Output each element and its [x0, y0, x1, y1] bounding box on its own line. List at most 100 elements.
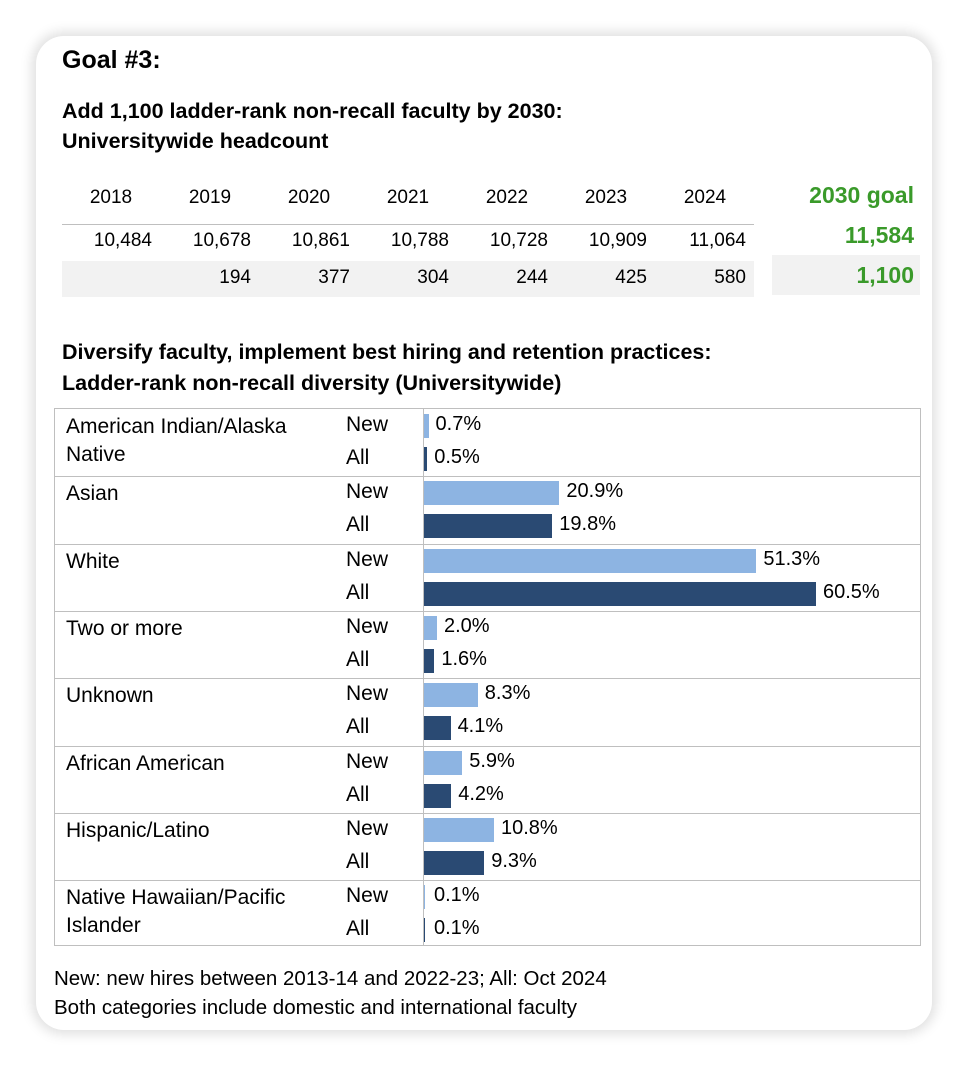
year-header: 2023 [584, 187, 628, 208]
headcount-cell: 10,484 [93, 230, 152, 251]
year-header: 2024 [683, 187, 727, 208]
headcount-cell: 10,909 [588, 230, 647, 251]
goal-label: 2030 goal [809, 182, 914, 208]
bar-value-label: 9.3% [491, 849, 537, 872]
group-divider [55, 880, 920, 882]
headcount-title-line1: Add 1,100 ladder-rank non-recall faculty… [62, 99, 563, 123]
category-label: Asian [66, 480, 119, 508]
category-label-line: Native Hawaiian/Pacific [66, 886, 286, 910]
category-label-line: Two or more [66, 616, 183, 640]
bar-value-label: 20.9% [566, 480, 624, 503]
category-label-line: Unknown [66, 684, 154, 708]
bar-all [424, 514, 553, 539]
axis-line [423, 409, 424, 946]
headcount-title: Add 1,100 ladder-rank non-recall faculty… [62, 96, 563, 156]
series-label: New [346, 884, 389, 908]
bar-new [424, 615, 437, 640]
group-divider [55, 543, 920, 545]
headcount-cell: 10,678 [192, 230, 251, 251]
category-label-line: White [66, 549, 120, 573]
increase-cell: 194 [219, 267, 251, 288]
diversity-title-line2: Ladder-rank non-recall diversity (Univer… [62, 371, 562, 395]
category-label: Hispanic/Latino [66, 817, 210, 845]
bar-value-label: 1.6% [441, 647, 487, 670]
series-label: New [346, 413, 389, 436]
increase-cell: 377 [318, 267, 350, 288]
bar-all [424, 716, 451, 741]
series-label: New [346, 614, 389, 638]
bar-value-label: 4.1% [457, 715, 504, 738]
headcount-cell: 11,064 [689, 230, 746, 251]
category-label: American Indian/Alaska Native [66, 413, 287, 469]
series-label: All [346, 647, 370, 671]
bar-value-label: 0.1% [434, 884, 480, 907]
bar-value-label: 19.8% [559, 513, 616, 536]
category-label: Unknown [66, 682, 154, 710]
series-label: New [346, 480, 389, 504]
bar-all [424, 648, 435, 673]
bar-all [424, 447, 428, 471]
diversity-title-line1: Diversify faculty, implement best hiring… [62, 340, 712, 364]
bar-new [424, 481, 560, 506]
series-label: New [346, 749, 389, 773]
series-label: All [346, 849, 370, 873]
series-label: New [346, 682, 389, 706]
diversity-chart [54, 408, 921, 946]
bar-value-label: 8.3% [484, 682, 531, 705]
bar-value-label: 51.3% [763, 547, 821, 570]
bar-new [424, 750, 463, 775]
category-label: Native Hawaiian/Pacific Islander [66, 884, 285, 940]
category-label: Two or more [66, 615, 183, 643]
category-label-line: Native [66, 443, 126, 466]
series-label: All [346, 446, 370, 469]
group-divider [55, 476, 920, 478]
footnote-line2: Both categories include domestic and int… [54, 996, 578, 1019]
goal-title: Goal #3: [62, 46, 161, 74]
year-header: 2021 [386, 187, 430, 208]
increase-cell: 580 [714, 267, 746, 288]
bar-new [424, 885, 425, 910]
increase-cell: 425 [615, 267, 647, 288]
increase-cell: 304 [417, 267, 449, 288]
table-divider [62, 224, 754, 225]
bar-new [424, 683, 478, 708]
footnote-line1: New: new hires between 2013-14 and 2022-… [54, 967, 607, 990]
bar-value-label: 5.9% [469, 749, 515, 772]
headcount-cell: 10,728 [489, 230, 548, 251]
group-divider [55, 678, 920, 680]
footnote: New: new hires between 2013-14 and 2022-… [54, 964, 607, 1022]
category-label-line: Islander [66, 914, 141, 938]
series-label: All [346, 580, 370, 604]
series-label: New [346, 547, 389, 571]
bar-all [424, 581, 816, 606]
bar-all [424, 918, 425, 943]
year-header: 2022 [485, 187, 529, 208]
bar-value-label: 0.7% [435, 413, 482, 435]
bar-all [424, 783, 452, 808]
category-label-line: American Indian/Alaska [66, 415, 287, 438]
series-label: All [346, 917, 370, 941]
year-header: 2019 [188, 187, 232, 208]
bar-value-label: 4.2% [458, 782, 504, 805]
bar-value-label: 0.1% [434, 917, 480, 940]
series-label: All [346, 782, 370, 806]
goal-increase-bg [772, 255, 920, 295]
series-label: All [346, 513, 370, 537]
increase-cell: 244 [516, 267, 548, 288]
category-label-line: African American [66, 751, 225, 775]
category-label: African American [66, 750, 225, 778]
category-label-line: Hispanic/Latino [66, 818, 210, 842]
headcount-title-line2: Universitywide headcount [62, 129, 329, 153]
year-header: 2020 [287, 187, 331, 208]
group-divider [55, 812, 920, 814]
diversity-title: Diversify faculty, implement best hiring… [62, 337, 712, 399]
category-label-line: Asian [66, 482, 119, 506]
goal-count: 11,584 [844, 222, 914, 248]
bar-value-label: 2.0% [443, 614, 490, 637]
year-header: 2018 [89, 187, 133, 208]
bar-new [424, 414, 429, 438]
goal-increase: 1,100 [856, 262, 914, 288]
series-label: New [346, 816, 389, 840]
group-divider [55, 745, 920, 747]
headcount-cell: 10,861 [291, 230, 350, 251]
